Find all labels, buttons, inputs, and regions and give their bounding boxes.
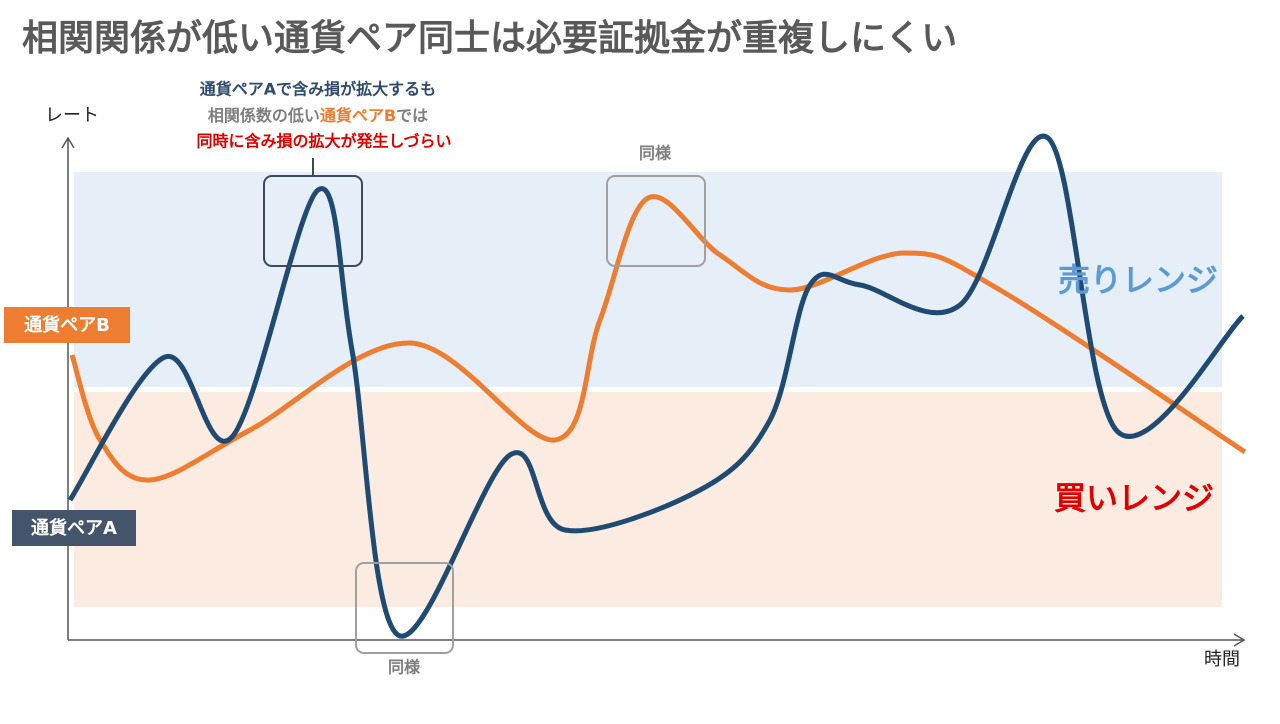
y-axis-label: レート bbox=[45, 105, 99, 126]
annotation-line: 同時に含み損の拡大が発生しづらい bbox=[196, 132, 451, 151]
y-arrow bbox=[61, 136, 75, 149]
buy-range-band bbox=[74, 392, 1222, 607]
annotation-line: 通貨ペアAで含み損が拡大するも bbox=[200, 80, 436, 99]
annotation-text: 通貨ペアB bbox=[320, 106, 396, 125]
x-axis-label: 時間 bbox=[1204, 649, 1240, 670]
highlight-box bbox=[355, 562, 454, 654]
annotation-line: 相関係数の低い通貨ペアBでは bbox=[208, 106, 428, 125]
title: 相関関係が低い通貨ペア同士は必要証拠金が重複しにくい bbox=[22, 17, 957, 59]
annotation-text: 相関係数の低い bbox=[208, 106, 320, 125]
annotation-text: では bbox=[396, 106, 428, 125]
same-label: 同様 bbox=[388, 658, 421, 677]
sell-range-band bbox=[74, 172, 1222, 387]
pair-b-tag bbox=[4, 307, 130, 343]
sell-range-label: 売りレンジ bbox=[1058, 261, 1218, 299]
highlight-box bbox=[606, 175, 706, 267]
same-label: 同様 bbox=[639, 144, 672, 163]
x-arrow bbox=[1233, 633, 1246, 647]
pair-a-tag bbox=[12, 510, 136, 546]
pair-a-curve bbox=[67, 133, 1245, 639]
pair-a-label: 通貨ペアA bbox=[31, 517, 117, 539]
pair-b-curve bbox=[69, 194, 1247, 483]
buy-range-label: 買いレンジ bbox=[1054, 479, 1214, 517]
pair-b-label: 通貨ペアB bbox=[24, 314, 110, 336]
